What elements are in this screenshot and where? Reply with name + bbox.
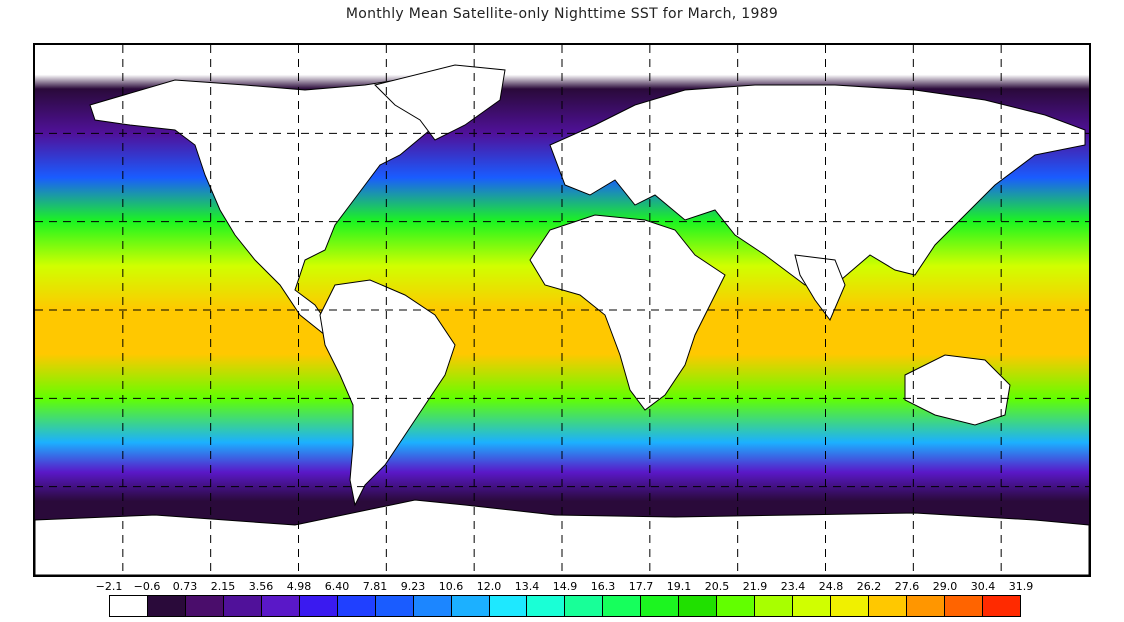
colorbar-tick-labels: −2.1 −0.6 0.73 2.15 3.56 4.98 6.40 7.81 9.23 10.6… — [90, 580, 1050, 594]
colorbar-swatch — [717, 596, 756, 616]
colorbar-tick-label: 20.5 — [704, 580, 730, 593]
land-greenland — [374, 64, 506, 141]
colorbar-tick-label: −0.6 — [133, 580, 161, 593]
colorbar-swatch — [110, 596, 148, 616]
sst-map — [33, 43, 1091, 577]
colorbar-tick-label: 7.81 — [362, 580, 388, 593]
colorbar-tick-label: 9.23 — [400, 580, 426, 593]
colorbar-swatch — [413, 596, 452, 616]
colorbar-swatch — [261, 596, 300, 616]
land-australia — [904, 354, 1011, 426]
colorbar-swatch — [299, 596, 338, 616]
land-india — [794, 254, 846, 321]
colorbar-tick-label: 3.56 — [248, 580, 274, 593]
colorbar-tick-label: 16.3 — [590, 580, 616, 593]
colorbar-swatch — [603, 596, 642, 616]
colorbar-tick-label: 17.7 — [628, 580, 654, 593]
colorbar-swatch — [565, 596, 604, 616]
colorbar-tick-label: 12.0 — [476, 580, 502, 593]
land-eurasia — [549, 84, 1086, 286]
colorbar-tick-label: 4.98 — [286, 580, 312, 593]
colorbar-swatch — [793, 596, 832, 616]
colorbar-tick-label: 19.1 — [666, 580, 692, 593]
colorbar-tick-label: 13.4 — [514, 580, 540, 593]
colorbar-swatch — [185, 596, 224, 616]
colorbar-tick-label: 26.2 — [856, 580, 882, 593]
colorbar-tick-label: 30.4 — [970, 580, 996, 593]
colorbar-swatch — [489, 596, 528, 616]
colorbar-swatch — [641, 596, 680, 616]
colorbar-tick-label: 23.4 — [780, 580, 806, 593]
colorbar-tick-label: −2.1 — [95, 580, 123, 593]
colorbar-tick-label: 27.6 — [894, 580, 920, 593]
colorbar-tick-label: 29.0 — [932, 580, 958, 593]
land-africa — [529, 214, 726, 411]
sst-map-canvas — [35, 45, 1089, 575]
land-masses — [35, 64, 1089, 575]
map-title: Monthly Mean Satellite-only Nighttime SS… — [345, 6, 779, 22]
colorbar-swatch — [907, 596, 945, 616]
colorbar-tick-label: 31.9 — [1008, 580, 1034, 593]
colorbar-tick-label: 0.73 — [172, 580, 198, 593]
colorbar-swatch — [223, 596, 262, 616]
land-south-america — [319, 279, 456, 507]
colorbar — [109, 595, 1021, 617]
colorbar-tick-label: 6.40 — [324, 580, 350, 593]
colorbar-tick-label: 2.15 — [210, 580, 236, 593]
colorbar-tick-label: 21.9 — [742, 580, 768, 593]
colorbar-swatch — [375, 596, 414, 616]
colorbar-swatch — [869, 596, 908, 616]
colorbar-tick-label: 24.8 — [818, 580, 844, 593]
colorbar-swatch — [755, 596, 794, 616]
colorbar-swatch — [982, 596, 1020, 616]
colorbar-swatch — [451, 596, 490, 616]
colorbar-swatch — [527, 596, 566, 616]
colorbar-swatch — [337, 596, 376, 616]
graticule — [35, 45, 1089, 575]
colorbar-tick-label: 10.6 — [438, 580, 464, 593]
colorbar-swatch — [944, 596, 983, 616]
colorbar-swatch — [831, 596, 870, 616]
colorbar-swatch — [679, 596, 718, 616]
colorbar-swatch — [147, 596, 186, 616]
colorbar-tick-label: 14.9 — [552, 580, 578, 593]
